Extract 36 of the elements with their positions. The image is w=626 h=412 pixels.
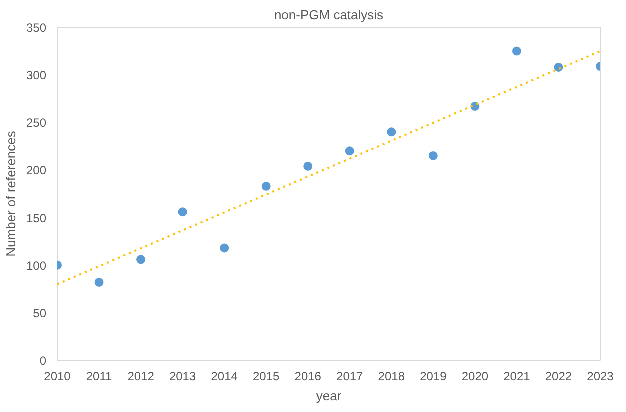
x-tick-label: 2022 — [545, 370, 572, 384]
point — [220, 244, 230, 253]
x-tick-label: 2016 — [294, 370, 322, 384]
y-tick-label: 350 — [26, 21, 47, 35]
y-tick-label: 150 — [26, 211, 47, 226]
point — [428, 151, 438, 160]
y-tick-label: 300 — [26, 68, 47, 83]
point — [387, 128, 396, 137]
point — [94, 278, 104, 287]
point — [304, 162, 313, 171]
x-tick-label: 2011 — [86, 370, 112, 384]
chart-title: non-PGM catalysis — [274, 8, 384, 22]
point — [136, 255, 146, 264]
x-axis-title: year — [316, 388, 342, 404]
x-tick-label: 2010 — [44, 370, 72, 384]
x-tick-label: 2023 — [587, 370, 614, 384]
y-tick-label: 100 — [26, 258, 47, 273]
x-tick-label: 2019 — [420, 370, 448, 384]
point — [262, 182, 271, 191]
y-tick-label: 250 — [26, 116, 47, 130]
x-tick-label: 2017 — [336, 370, 364, 384]
y-tick-label: 200 — [26, 164, 47, 178]
x-tick-label: 2018 — [378, 370, 406, 384]
point — [512, 46, 522, 56]
x-tick-label: 2021 — [504, 370, 531, 384]
point — [178, 208, 188, 217]
y-tick-label: 50 — [33, 306, 47, 320]
point — [345, 146, 354, 156]
y-axis-title: Number of references — [3, 130, 18, 257]
y-tick-label: 0 — [40, 354, 47, 368]
x-tick-label: 2015 — [253, 370, 280, 384]
x-tick-label: 2014 — [211, 370, 238, 384]
x-tick-label: 2012 — [128, 370, 155, 384]
point — [554, 62, 564, 72]
x-tick-label: 2020 — [462, 370, 489, 384]
x-tick-label: 2013 — [169, 370, 196, 384]
